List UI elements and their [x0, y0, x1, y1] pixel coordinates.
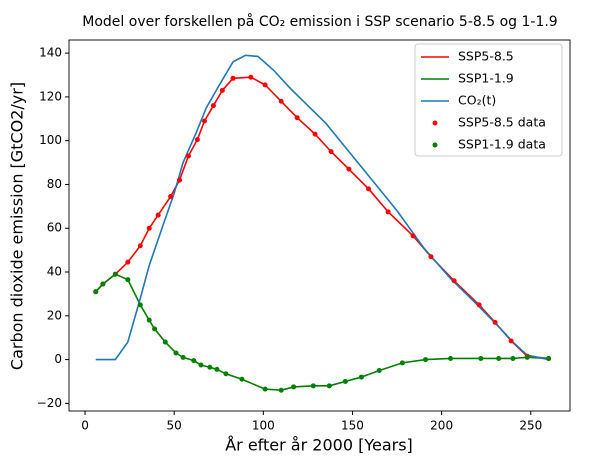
data-point [162, 339, 168, 345]
data-point [310, 383, 316, 389]
data-point [366, 186, 372, 192]
legend-marker [432, 142, 438, 148]
data-point [198, 362, 204, 368]
y-tick-label: −20 [37, 396, 62, 410]
data-point [399, 360, 405, 366]
legend-marker [432, 120, 438, 126]
data-point [219, 87, 225, 93]
x-tick-label: 200 [430, 419, 453, 433]
y-tick-label: 0 [54, 352, 62, 366]
data-point [278, 98, 284, 104]
data-point [492, 319, 498, 325]
data-point [146, 225, 152, 231]
x-tick-label: 250 [519, 419, 542, 433]
y-tick-label: 20 [47, 308, 62, 322]
data-point [546, 355, 552, 361]
data-point [385, 209, 391, 215]
x-tick-label: 50 [167, 419, 182, 433]
axes-frame [68, 39, 571, 412]
y-tick-label: 140 [39, 46, 62, 60]
data-point [328, 149, 334, 155]
data-point [451, 278, 457, 284]
data-point [191, 358, 197, 364]
legend-label: CO₂(t) [458, 93, 496, 108]
data-point [177, 177, 183, 183]
y-axis-label: Carbon dioxide emission [GtCO2/yr] [8, 82, 27, 370]
y-tick-label: 80 [47, 177, 62, 191]
data-point [423, 357, 429, 363]
data-point [239, 376, 245, 382]
data-point [194, 137, 200, 143]
data-point [294, 115, 300, 121]
y-tick-label: 120 [39, 89, 62, 103]
data-point [230, 75, 236, 81]
x-tick-label: 150 [341, 419, 364, 433]
y-tick-label: 100 [39, 133, 62, 147]
data-point [448, 355, 454, 361]
data-point [146, 317, 152, 323]
data-point [262, 386, 268, 392]
legend-box [414, 43, 563, 157]
legend-label: SSP5-8.5 [458, 49, 514, 64]
data-point [476, 302, 482, 308]
data-point [155, 212, 161, 218]
data-point [137, 243, 143, 249]
data-point [202, 118, 208, 124]
data-point [428, 254, 434, 260]
legend-label: SSP5-8.5 data [458, 115, 546, 130]
data-point [358, 374, 364, 380]
data-point [223, 371, 229, 377]
data-point [346, 166, 352, 172]
data-point [125, 277, 131, 283]
data-point [342, 378, 348, 384]
data-point [168, 193, 174, 199]
data-point [510, 355, 516, 361]
data-point [278, 387, 284, 393]
x-tick-label: 100 [252, 419, 275, 433]
y-tick-label: 40 [47, 265, 62, 279]
data-point [376, 368, 382, 374]
plot-area [93, 54, 552, 393]
data-point [326, 383, 332, 389]
data-point [291, 384, 297, 390]
data-point [524, 354, 530, 360]
data-point [125, 259, 131, 265]
data-point [214, 366, 220, 372]
chart-title: Model over forskellen på CO₂ emission i … [82, 13, 557, 30]
data-point [207, 364, 213, 370]
line [95, 54, 549, 361]
data-point [478, 355, 484, 361]
line [95, 76, 549, 360]
data-point [210, 103, 216, 109]
x-tick-label: 0 [81, 419, 89, 433]
data-point [496, 355, 502, 361]
legend-label: SSP1-1.9 [458, 71, 514, 86]
y-tick-label: 60 [47, 221, 62, 235]
data-point [137, 302, 143, 308]
data-point [248, 74, 254, 80]
data-point [112, 271, 118, 277]
data-point [100, 281, 106, 287]
data-point [508, 338, 514, 344]
data-point [152, 326, 158, 332]
data-point [180, 354, 186, 360]
data-point [185, 153, 191, 159]
x-axis-label: År efter år 2000 [Years] [225, 436, 413, 455]
data-point [312, 131, 318, 137]
legend-label: SSP1-1.9 data [458, 137, 546, 152]
data-point [262, 82, 268, 88]
data-point [173, 350, 179, 356]
data-point [410, 233, 416, 239]
data-point [93, 289, 99, 295]
